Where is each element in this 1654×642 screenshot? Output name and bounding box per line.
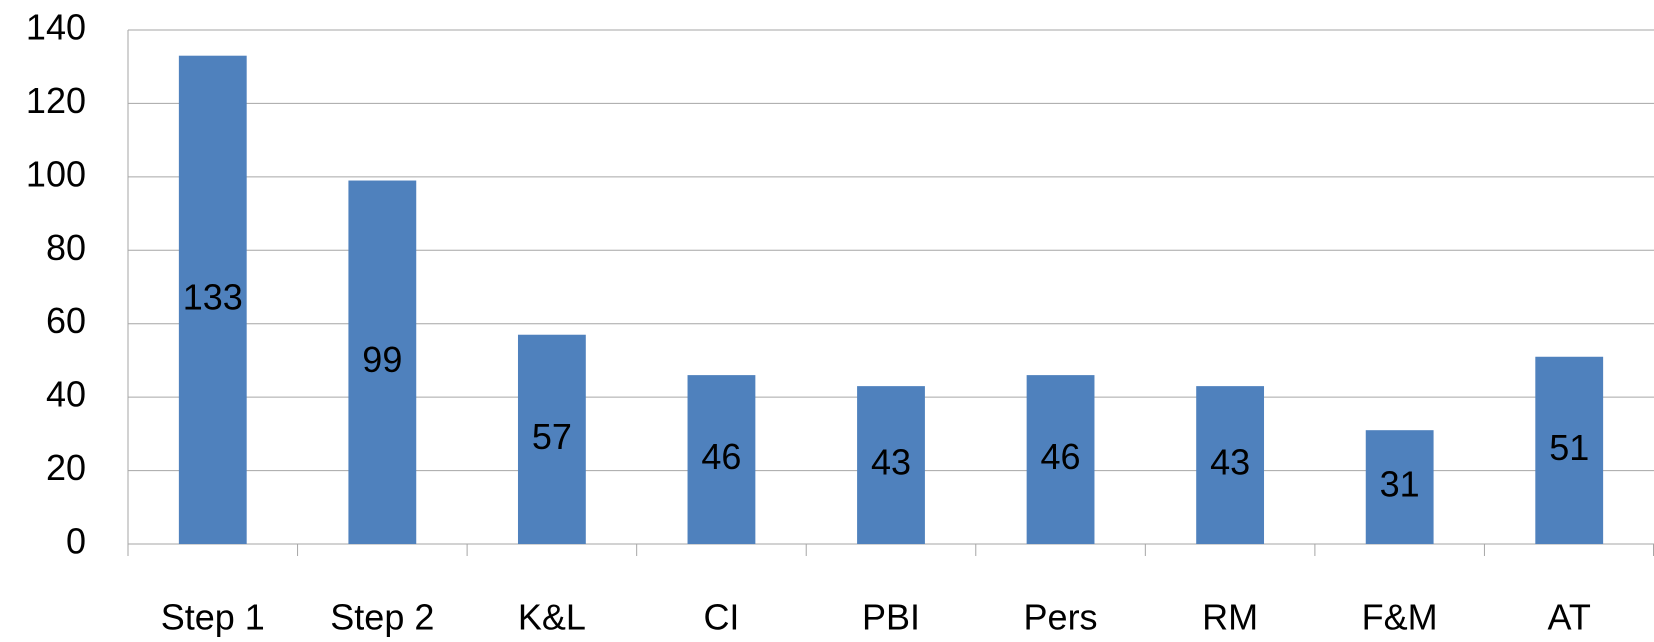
data-label: 99	[362, 339, 402, 380]
data-label: 46	[701, 436, 741, 477]
x-tick-label: RM	[1202, 597, 1258, 638]
x-tick-label: K&L	[518, 597, 586, 638]
bar	[1365, 430, 1434, 544]
x-tick-label: Pers	[1024, 597, 1098, 638]
bar	[517, 334, 586, 544]
bar	[1535, 356, 1604, 544]
data-label: 51	[1549, 427, 1589, 468]
y-tick-label: 40	[46, 374, 86, 415]
data-label: 133	[183, 276, 243, 317]
y-tick-label: 100	[26, 153, 86, 194]
bar	[178, 55, 247, 544]
x-tick-label: F&M	[1362, 597, 1438, 638]
data-label: 46	[1041, 436, 1081, 477]
bar	[1196, 386, 1265, 544]
data-label: 57	[532, 416, 572, 457]
x-tick-label: CI	[703, 597, 739, 638]
bar	[1026, 375, 1095, 544]
x-tick-label: Step 2	[330, 597, 434, 638]
y-tick-label: 60	[46, 300, 86, 341]
bar	[348, 180, 417, 544]
data-label: 43	[871, 442, 911, 483]
x-tick-label: PBI	[862, 597, 920, 638]
y-tick-label: 120	[26, 80, 86, 121]
bar	[857, 386, 925, 544]
y-tick-label: 0	[66, 521, 86, 562]
x-tick-label: Step 1	[161, 597, 265, 638]
y-tick-label: 80	[46, 227, 86, 268]
y-tick-label: 140	[26, 7, 86, 48]
data-label: 43	[1210, 442, 1250, 483]
data-label: 31	[1380, 464, 1420, 505]
x-tick-label: AT	[1548, 597, 1591, 638]
y-tick-label: 20	[46, 447, 86, 488]
bar	[687, 375, 756, 544]
